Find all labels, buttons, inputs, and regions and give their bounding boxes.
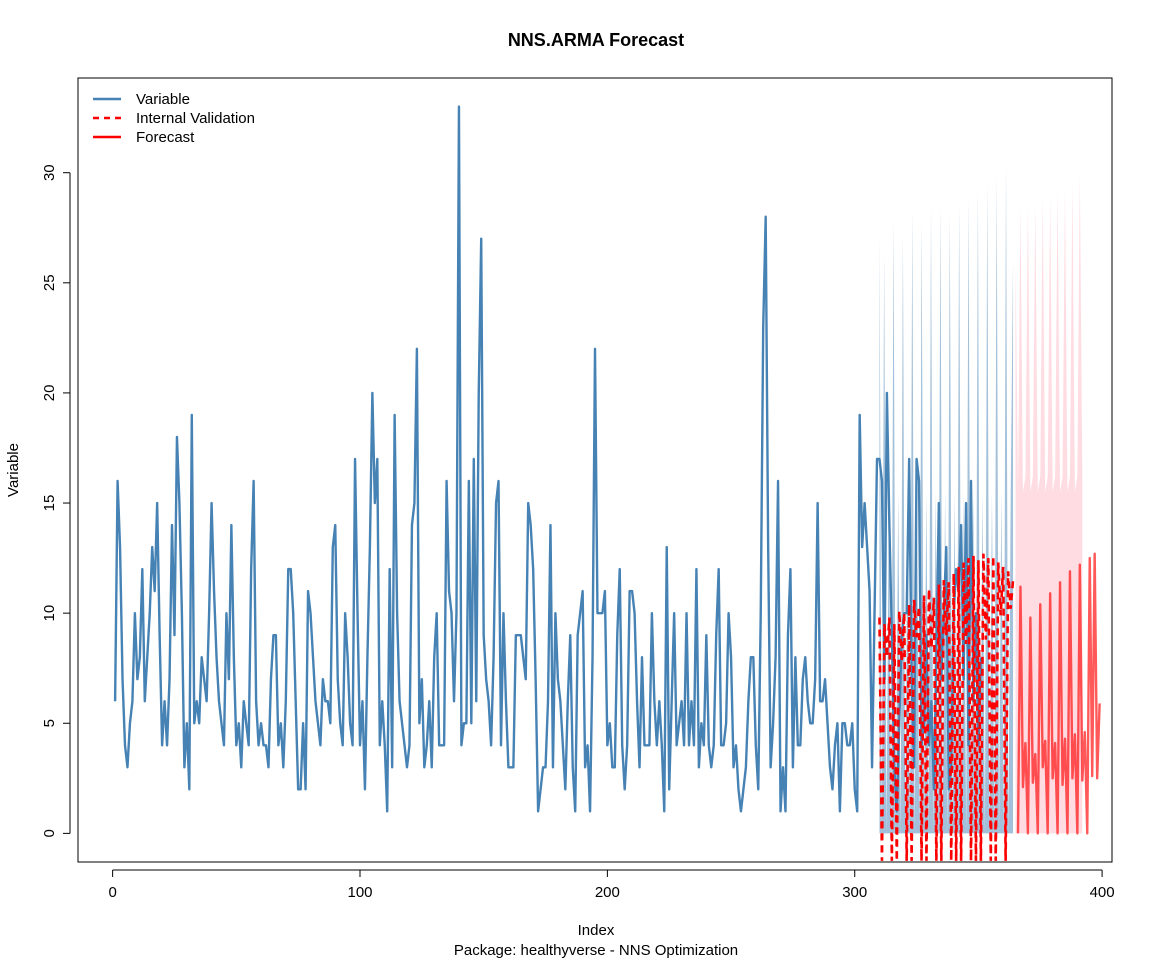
chart-title: NNS.ARMA Forecast <box>508 30 684 50</box>
x-tick-label: 0 <box>108 884 116 901</box>
y-tick-label: 25 <box>41 274 58 291</box>
series-line-internal-validation <box>878 553 1015 861</box>
y-tick-label: 0 <box>41 829 58 837</box>
y-tick-label: 5 <box>41 719 58 727</box>
y-tick-label: 30 <box>41 164 58 181</box>
legend-label: Internal Validation <box>136 110 255 127</box>
y-axis: 0 5 10 15 20 25 30 <box>41 164 71 838</box>
x-tick-label: 300 <box>842 884 867 901</box>
chart-subtitle: Package: healthyverse - NNS Optimization <box>454 942 738 959</box>
legend: Variable Internal Validation Forecast <box>93 91 255 146</box>
x-tick-label: 100 <box>347 884 372 901</box>
series-line-variable <box>113 105 983 813</box>
series-line-forecast <box>1016 552 1101 835</box>
y-axis-label: Variable <box>5 443 22 497</box>
x-tick-label: 200 <box>595 884 620 901</box>
legend-label: Forecast <box>136 129 195 146</box>
y-tick-label: 10 <box>41 605 58 622</box>
legend-label: Variable <box>136 91 190 108</box>
plot-frame <box>77 77 1113 863</box>
x-axis: 0 100 200 300 400 <box>108 869 1115 901</box>
x-axis-label: Index <box>578 922 615 939</box>
x-tick-label: 400 <box>1090 884 1115 901</box>
y-tick-label: 15 <box>41 495 58 512</box>
y-tick-label: 20 <box>41 385 58 402</box>
plot-area <box>113 105 1101 861</box>
